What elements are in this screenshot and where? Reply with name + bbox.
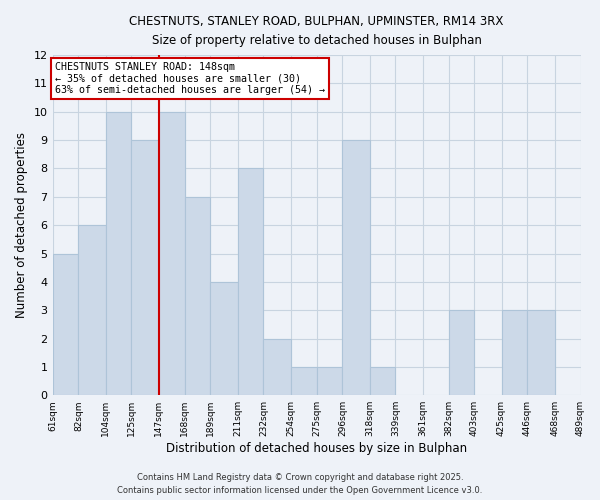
Bar: [317, 367, 343, 395]
Text: CHESTNUTS STANLEY ROAD: 148sqm
← 35% of detached houses are smaller (30)
63% of : CHESTNUTS STANLEY ROAD: 148sqm ← 35% of …: [55, 62, 325, 96]
Bar: [527, 310, 554, 395]
Y-axis label: Number of detached properties: Number of detached properties: [15, 132, 28, 318]
Title: CHESTNUTS, STANLEY ROAD, BULPHAN, UPMINSTER, RM14 3RX
Size of property relative : CHESTNUTS, STANLEY ROAD, BULPHAN, UPMINS…: [130, 15, 504, 47]
Text: Contains public sector information licensed under the Open Government Licence v3: Contains public sector information licen…: [118, 486, 482, 495]
Bar: [263, 338, 290, 395]
Bar: [106, 112, 131, 395]
Bar: [158, 112, 185, 395]
Bar: [370, 367, 395, 395]
Bar: [290, 367, 317, 395]
Bar: [185, 197, 211, 395]
Bar: [53, 254, 79, 395]
Bar: [131, 140, 158, 395]
Bar: [211, 282, 238, 395]
Bar: [343, 140, 370, 395]
Bar: [238, 168, 263, 395]
Bar: [449, 310, 475, 395]
Bar: [79, 225, 106, 395]
Text: Contains HM Land Registry data © Crown copyright and database right 2025.: Contains HM Land Registry data © Crown c…: [137, 474, 463, 482]
Bar: [502, 310, 527, 395]
X-axis label: Distribution of detached houses by size in Bulphan: Distribution of detached houses by size …: [166, 442, 467, 455]
